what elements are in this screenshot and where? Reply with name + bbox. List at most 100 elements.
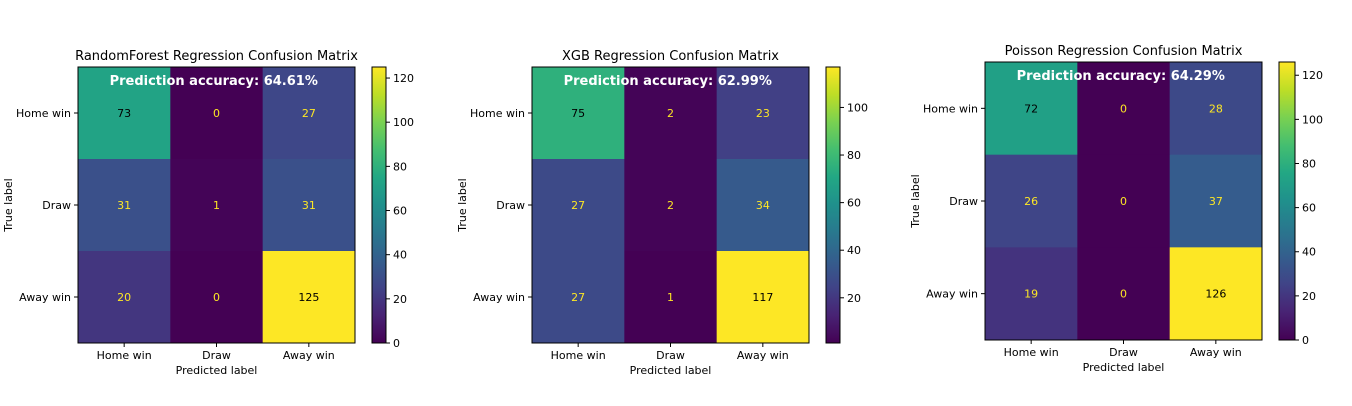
colorbar-tick-label: 120 xyxy=(393,72,414,85)
x-tick-label: Away win xyxy=(283,349,335,362)
accuracy-annotation: Prediction accuracy: 64.61% xyxy=(110,74,318,89)
matrix-cell xyxy=(78,159,171,252)
colorbar-tick-label: 20 xyxy=(847,292,861,305)
y-tick-label: Home win xyxy=(470,107,525,120)
matrix-cell xyxy=(532,159,625,252)
matrix-cell xyxy=(170,159,264,252)
colorbar-tick-label: 40 xyxy=(393,249,407,262)
cell-value-label: 0 xyxy=(1120,288,1127,301)
cell-value-label: 28 xyxy=(1209,102,1223,115)
matrix-cell xyxy=(985,62,1078,156)
x-tick-label: Home win xyxy=(1004,346,1059,359)
matrix-cell xyxy=(78,251,171,344)
cell-value-label: 73 xyxy=(117,107,131,120)
cell-value-label: 34 xyxy=(756,199,770,212)
cell-value-label: 27 xyxy=(571,291,585,304)
cell-value-label: 0 xyxy=(213,107,220,120)
y-tick-label: Home win xyxy=(923,102,978,115)
colorbar-tick-label: 60 xyxy=(847,197,861,210)
colorbar-tick-label: 60 xyxy=(393,205,407,218)
matrix-cell xyxy=(532,251,625,344)
cell-value-label: 0 xyxy=(213,291,220,304)
x-tick-label: Away win xyxy=(1190,346,1242,359)
cell-value-label: 126 xyxy=(1205,288,1226,301)
y-tick-label: Away win xyxy=(19,291,71,304)
matrix-cell xyxy=(985,154,1078,248)
y-tick-label: Away win xyxy=(926,288,978,301)
cell-value-label: 0 xyxy=(1120,195,1127,208)
cell-value-label: 19 xyxy=(1024,288,1038,301)
chart-title: Poisson Regression Confusion Matrix xyxy=(1005,44,1243,59)
matrix-cell xyxy=(716,67,810,160)
matrix-cell xyxy=(716,159,810,252)
matrix-cell xyxy=(78,67,171,160)
cell-value-label: 1 xyxy=(667,291,674,304)
chart-title: XGB Regression Confusion Matrix xyxy=(562,49,779,64)
matrix-cell xyxy=(1077,247,1171,341)
matrix-cell xyxy=(532,67,625,160)
matrix-cell xyxy=(1169,247,1263,341)
cell-value-label: 23 xyxy=(756,107,770,120)
cell-value-label: 75 xyxy=(571,107,585,120)
matrix-cell xyxy=(170,251,264,344)
colorbar-tick-label: 20 xyxy=(393,293,407,306)
x-axis-label: Predicted label xyxy=(176,364,258,377)
x-tick-label: Draw xyxy=(656,349,685,362)
matrix-cell xyxy=(716,251,810,344)
cell-value-label: 27 xyxy=(302,107,316,120)
y-tick-label: Draw xyxy=(42,199,71,212)
colorbar-tick-label: 100 xyxy=(1302,113,1323,126)
cell-value-label: 117 xyxy=(752,291,773,304)
colorbar-tick-label: 120 xyxy=(1302,69,1323,82)
y-tick-label: Draw xyxy=(496,199,525,212)
colorbar xyxy=(371,66,387,344)
matrix-cell xyxy=(1077,154,1171,248)
matrix-cell xyxy=(1169,154,1263,248)
y-axis-label: True label xyxy=(2,178,15,232)
y-axis-label: True label xyxy=(909,174,922,228)
colorbar-tick-label: 80 xyxy=(847,149,861,162)
cell-value-label: 125 xyxy=(298,291,319,304)
cell-value-label: 1 xyxy=(213,199,220,212)
matrix-cell xyxy=(985,247,1078,341)
matrix-cell xyxy=(1077,62,1171,156)
colorbar-tick-label: 40 xyxy=(847,244,861,257)
cell-value-label: 37 xyxy=(1209,195,1223,208)
x-axis-label: Predicted label xyxy=(630,364,712,377)
x-axis-label: Predicted label xyxy=(1083,361,1165,374)
matrix-cell xyxy=(624,67,718,160)
colorbar xyxy=(825,66,841,344)
x-tick-label: Draw xyxy=(202,349,231,362)
accuracy-annotation: Prediction accuracy: 62.99% xyxy=(564,74,772,89)
cell-value-label: 72 xyxy=(1024,102,1038,115)
cell-value-label: 27 xyxy=(571,199,585,212)
matrix-cell xyxy=(262,159,356,252)
accuracy-annotation: Prediction accuracy: 64.29% xyxy=(1017,69,1225,84)
matrix-cell xyxy=(1169,62,1263,156)
x-tick-label: Away win xyxy=(737,349,789,362)
colorbar xyxy=(1278,61,1296,341)
x-tick-label: Home win xyxy=(551,349,606,362)
colorbar-tick-label: 80 xyxy=(393,160,407,173)
cell-value-label: 26 xyxy=(1024,195,1038,208)
y-tick-label: Away win xyxy=(473,291,525,304)
colorbar-tick-label: 100 xyxy=(393,116,414,129)
cell-value-label: 0 xyxy=(1120,102,1127,115)
y-tick-label: Home win xyxy=(16,107,71,120)
cell-value-label: 2 xyxy=(667,107,674,120)
matrix-cell xyxy=(624,159,718,252)
matrix-cell xyxy=(624,251,718,344)
matrix-cell xyxy=(170,67,264,160)
matrix-cell xyxy=(262,251,356,344)
y-tick-label: Draw xyxy=(949,195,978,208)
colorbar-tick-label: 0 xyxy=(393,337,400,350)
colorbar-tick-label: 40 xyxy=(1302,246,1316,259)
cell-value-label: 2 xyxy=(667,199,674,212)
matrix-cell xyxy=(262,67,356,160)
colorbar-tick-label: 0 xyxy=(1302,334,1309,347)
colorbar-tick-label: 100 xyxy=(847,101,868,114)
colorbar-tick-label: 20 xyxy=(1302,290,1316,303)
y-axis-label: True label xyxy=(456,178,469,232)
x-tick-label: Draw xyxy=(1109,346,1138,359)
